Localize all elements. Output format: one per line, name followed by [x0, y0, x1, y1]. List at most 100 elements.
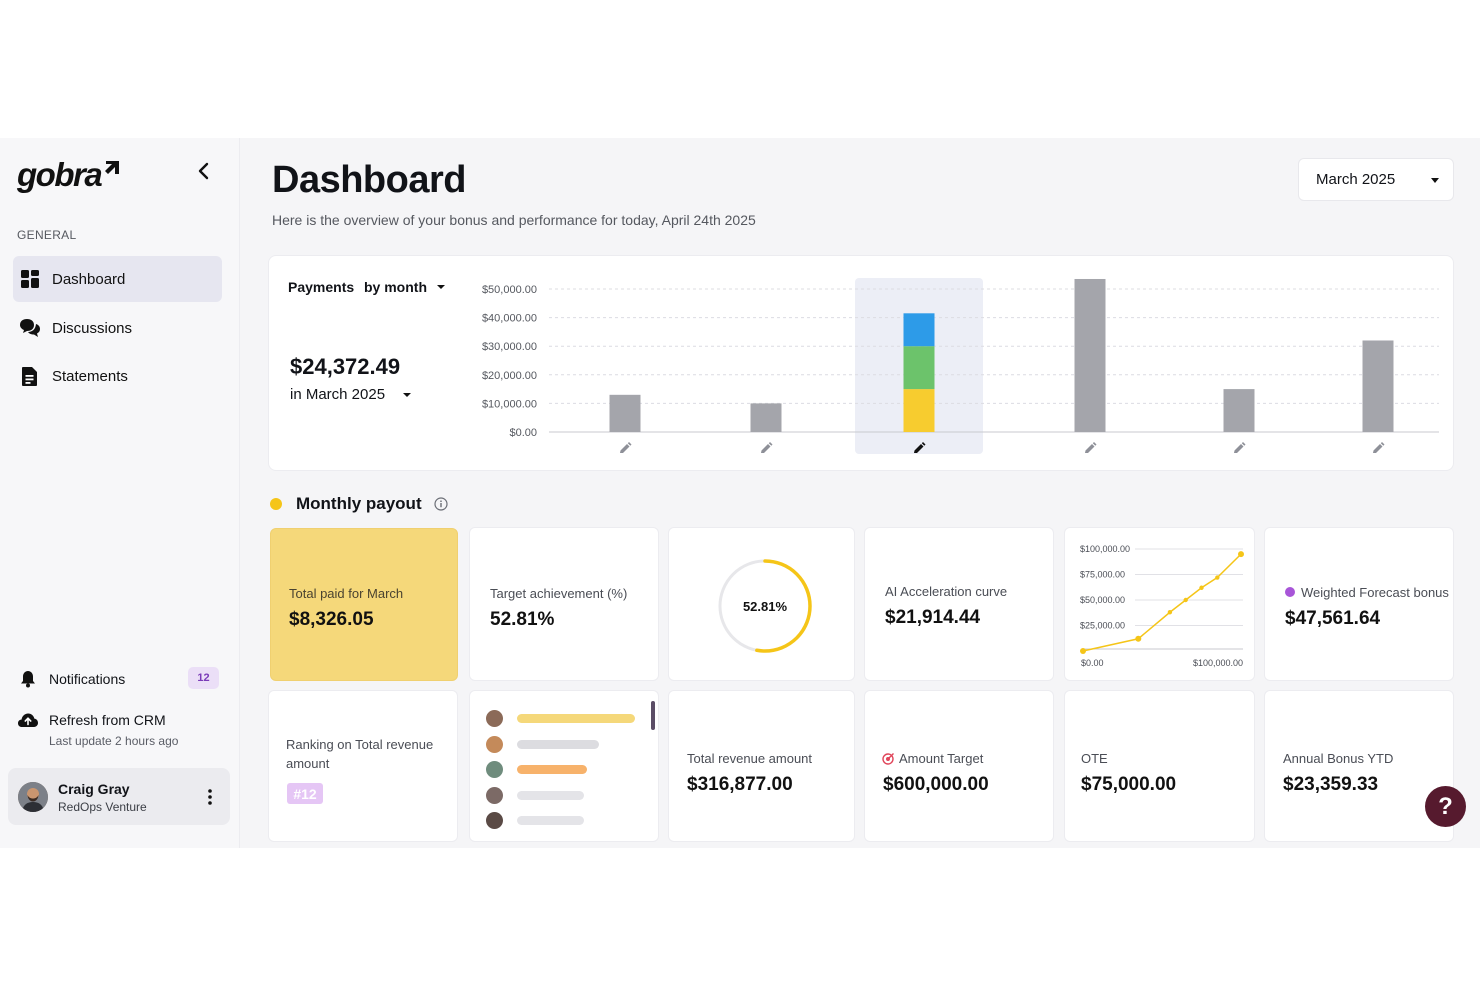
tile-label: AI Acceleration curve: [885, 584, 1008, 599]
document-icon: [19, 365, 41, 387]
tile-label: Target achievement (%): [490, 586, 628, 601]
user-name: Craig Gray: [58, 781, 130, 797]
ote-tile[interactable]: OTE $75,000.00: [1064, 690, 1255, 842]
month-select[interactable]: March 2025: [1298, 158, 1454, 201]
x-tick-label: $0.00: [1081, 658, 1104, 668]
last-update-text: Last update 2 hours ago: [49, 734, 179, 748]
user-org: RedOps Venture: [58, 800, 147, 814]
stacked-bar-segment[interactable]: [903, 313, 935, 347]
gauge-label: 52.81%: [743, 599, 788, 614]
cloud-upload-icon: [17, 709, 39, 731]
stacked-bar-segment[interactable]: [903, 389, 935, 432]
avatar: [486, 735, 503, 753]
collapse-sidebar-button[interactable]: [193, 160, 215, 182]
rank-badge: #12: [287, 783, 323, 804]
curve-point: [1238, 551, 1244, 558]
page-subtitle: Here is the overview of your bonus and p…: [272, 212, 756, 228]
achievement-gauge-tile[interactable]: 52.81%: [668, 527, 855, 681]
avatar: [486, 709, 503, 727]
curve-point: [1215, 575, 1220, 580]
tile-value: $316,877.00: [687, 774, 793, 795]
tile-label: Total revenue amount: [687, 751, 813, 766]
leaderboard-row[interactable]: [486, 786, 584, 804]
payments-period-label: in March 2025: [290, 386, 386, 403]
tile-value: $21,914.44: [885, 607, 981, 628]
acceleration-curve-chart-tile[interactable]: $100,000.00 $75,000.00 $50,000.00 $25,000.0…: [1064, 527, 1255, 681]
y-tick-label: $10,000.00: [482, 398, 537, 410]
achievement-gauge: 52.81%: [718, 559, 812, 653]
tile-label: Ranking on Total revenue amount: [286, 737, 434, 771]
curve-point: [1135, 635, 1142, 642]
bar[interactable]: [1362, 340, 1394, 432]
user-menu-kebab-icon[interactable]: [204, 787, 216, 807]
logo-arrow-icon: [105, 161, 119, 174]
bar[interactable]: [1223, 389, 1255, 432]
payments-chart-card: Payments by month $24,372.49 in March 20…: [268, 255, 1454, 471]
total-revenue-tile[interactable]: Total revenue amount $316,877.00: [668, 690, 855, 842]
stacked-bar-segment[interactable]: [903, 346, 935, 390]
edit-pencil-icon[interactable]: [914, 442, 926, 453]
tile-label: OTE: [1081, 751, 1108, 766]
y-tick-label: $50,000.00: [1080, 595, 1125, 605]
month-select-value: March 2025: [1316, 171, 1396, 188]
y-tick-label: $30,000.00: [482, 341, 537, 353]
forecast-dot: [1285, 587, 1295, 597]
notifications-count-badge: 12: [188, 667, 219, 689]
y-tick-label: $40,000.00: [482, 313, 537, 325]
sidebar-item-label: Statements: [52, 367, 128, 385]
tile-value: 52.81%: [490, 609, 555, 630]
payments-period-dropdown[interactable]: in March 2025: [290, 386, 412, 403]
edit-pencil-icon[interactable]: [620, 442, 632, 453]
leaderboard-bar: [517, 739, 599, 749]
leaderboard-row[interactable]: [486, 811, 584, 829]
leaderboard-row[interactable]: [486, 735, 599, 753]
weighted-forecast-tile[interactable]: Weighted Forecast bonus $47,561.64: [1264, 527, 1454, 681]
y-tick-label: $100,000.00: [1080, 544, 1130, 554]
curve-point: [1167, 610, 1173, 615]
monthly-payout-title: Monthly payout: [296, 494, 422, 513]
sidebar-item-discussions[interactable]: Discussions: [13, 305, 222, 351]
status-dot: [270, 498, 282, 510]
sidebar: gobra GENERAL Dashboard Discussions Stat…: [0, 138, 240, 848]
target-icon: [882, 753, 894, 765]
user-card[interactable]: Craig Gray RedOps Venture: [8, 768, 230, 825]
leaderboard-row[interactable]: [486, 760, 587, 778]
leaderboard-bar: [517, 764, 587, 774]
bell-icon: [17, 668, 39, 690]
edit-pencil-icon[interactable]: [761, 442, 773, 453]
edit-pencil-icon[interactable]: [1234, 442, 1246, 453]
sidebar-item-dashboard[interactable]: Dashboard: [13, 256, 222, 302]
bar[interactable]: [750, 403, 782, 432]
tile-value: $23,359.33: [1283, 774, 1379, 795]
tile-label: Weighted Forecast bonus: [1301, 585, 1449, 600]
edit-pencil-icon[interactable]: [1373, 442, 1385, 453]
amount-target-tile[interactable]: Amount Target $600,000.00: [864, 690, 1054, 842]
help-button[interactable]: ?: [1425, 786, 1466, 827]
tile-value: $600,000.00: [883, 774, 989, 795]
brand-logo: gobra: [17, 156, 103, 193]
leaderboard-row[interactable]: [486, 709, 635, 727]
leaderboard-tile[interactable]: [469, 690, 659, 842]
acceleration-line-chart: $100,000.00 $75,000.00 $50,000.00 $25,000.0…: [1080, 544, 1244, 668]
monthly-payout-heading: Monthly payout: [270, 494, 448, 514]
total-paid-tile[interactable]: Total paid for March $8,326.05: [270, 528, 458, 681]
refresh-from-crm-button[interactable]: Refresh from CRM: [17, 709, 166, 731]
payments-mode-dropdown[interactable]: by month: [364, 279, 445, 295]
bar[interactable]: [1074, 278, 1106, 432]
page-title: Dashboard: [272, 159, 466, 201]
avatar: [486, 786, 503, 804]
annual-bonus-tile[interactable]: Annual Bonus YTD $23,359.33: [1264, 690, 1454, 842]
edit-pencil-icon[interactable]: [1085, 442, 1097, 453]
scrollbar[interactable]: [651, 701, 655, 730]
leaderboard-bar: [517, 713, 635, 723]
ai-acceleration-curve-tile[interactable]: AI Acceleration curve $21,914.44: [864, 527, 1054, 681]
chevron-down-icon: [437, 285, 445, 289]
curve-point: [1199, 585, 1204, 590]
target-achievement-tile[interactable]: Target achievement (%) 52.81%: [469, 527, 659, 681]
notifications-link[interactable]: Notifications: [17, 668, 125, 690]
gauge-progress-arc: [718, 559, 812, 653]
sidebar-item-statements[interactable]: Statements: [13, 353, 222, 399]
ranking-tile[interactable]: Ranking on Total revenue amount #12: [268, 690, 458, 842]
info-icon[interactable]: [434, 497, 448, 511]
bar[interactable]: [609, 394, 641, 432]
